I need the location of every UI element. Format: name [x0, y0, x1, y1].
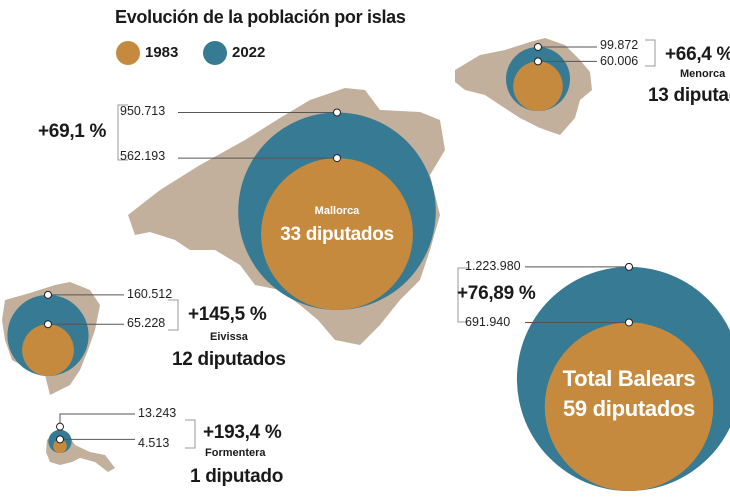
- formentera-change: +193,4 %: [203, 422, 282, 443]
- mallorca-change: +69,1 %: [38, 121, 107, 142]
- formentera-bubble-1983: [53, 439, 67, 454]
- legend-label-2022: 2022: [232, 44, 266, 61]
- total-balears-dot-1983: [625, 318, 633, 327]
- formentera-seats: 1 diputado: [190, 466, 284, 487]
- menorca-dot-2022: [534, 42, 542, 51]
- legend-label-1983: 1983: [145, 44, 179, 61]
- legend-dot-2022: [203, 41, 227, 65]
- legend-dot-1983: [116, 41, 140, 65]
- total-1983-label: 691.940: [465, 315, 511, 329]
- eivissa-change: +145,5 %: [188, 304, 267, 325]
- total-2022-label: 1.223.980: [465, 259, 521, 273]
- formentera-bracket: [185, 419, 196, 449]
- eivissa-name: Eivissa: [210, 331, 248, 343]
- mallorca-seats: 33 diputados: [280, 224, 394, 245]
- eivissa-bubble-1983: [22, 324, 74, 376]
- mallorca-dot-1983: [333, 154, 341, 163]
- mallorca-dot-2022: [333, 108, 341, 117]
- menorca-dot-1983: [534, 57, 542, 66]
- mallorca-2022-label: 950.713: [120, 104, 166, 118]
- formentera-2022-label: 13.243: [138, 406, 177, 420]
- menorca-change: +66,4 %: [665, 44, 730, 65]
- menorca-1983-label: 60.006: [600, 54, 639, 68]
- total-change: +76,89 %: [457, 283, 536, 304]
- menorca-name: Menorca: [680, 68, 726, 80]
- eivissa-bracket: [168, 299, 179, 331]
- formentera-dot-2022: [56, 422, 64, 431]
- mallorca-bubble-1983: [261, 158, 413, 310]
- formentera-leader-2022: [59, 413, 135, 430]
- formentera-name: Formentera: [205, 447, 266, 459]
- total-seats: 59 diputados: [562, 396, 696, 421]
- mallorca-1983-label: 562.193: [120, 149, 166, 163]
- mallorca-name: Mallorca: [314, 205, 360, 217]
- eivissa-1983-label: 65.228: [127, 316, 166, 330]
- eivissa-2022-label: 160.512: [127, 287, 173, 301]
- formentera-1983-label: 4.513: [138, 436, 170, 450]
- total-balears-dot-2022: [625, 262, 633, 271]
- menorca-2022-label: 99.872: [600, 38, 639, 52]
- menorca-seats: 13 diputados: [648, 85, 730, 106]
- total-balears-bubble-1983: [544, 322, 714, 491]
- menorca-bubble-1983: [513, 61, 563, 111]
- mallorca-bracket: [117, 104, 128, 161]
- eivissa-dot-1983: [44, 320, 52, 329]
- total-name: Total Balears: [562, 366, 696, 391]
- menorca-bracket: [645, 39, 656, 67]
- total-balears-bracket: [457, 267, 468, 323]
- eivissa-dot-2022: [44, 290, 52, 299]
- eivissa-seats: 12 diputados: [172, 349, 286, 370]
- chart-title: Evolución de la población por islas: [115, 7, 406, 27]
- formentera-dot-1983: [56, 435, 64, 444]
